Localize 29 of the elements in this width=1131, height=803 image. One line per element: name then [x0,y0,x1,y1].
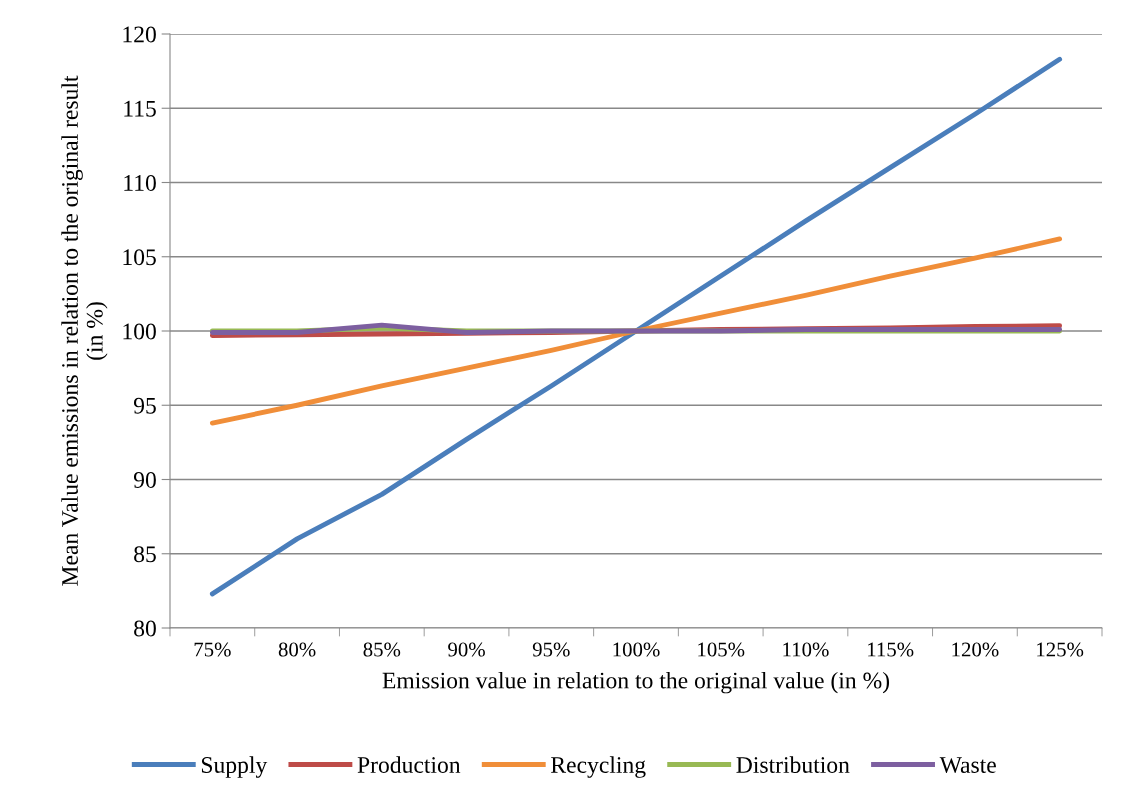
y-tick-label: 90 [133,471,156,488]
legend-label: Distribution [736,756,850,773]
y-tick-label: 110 [124,174,156,191]
y-tick-label: 105 [123,249,156,266]
line-series [209,56,1063,597]
x-tick-label: 105% [698,642,745,657]
y-tick-label: 85 [134,546,156,563]
x-tick-label: 125% [1037,642,1084,657]
x-tick-label: 80% [278,642,316,657]
legend-label: Supply [201,756,268,778]
legend-label: Recycling [551,756,646,778]
y-tick-label: 95 [133,397,156,414]
x-tick-label: 110% [783,642,829,657]
y-axis-title: Mean Value emissions in relation to the original result (in %) [61,75,108,586]
x-tick-label: 95% [532,642,570,657]
x-tick-label: 85% [363,642,401,657]
legend-label: Production [357,756,461,773]
x-tick-label: 120% [952,642,999,657]
x-tick-label: 115% [868,642,914,657]
x-tick-label: 75% [194,642,231,657]
line-series [209,236,1063,426]
y-tick-label: 115 [124,100,156,117]
y-tick-label: 80 [134,620,156,637]
y-tick-label: 100 [123,323,156,340]
legend-label: Waste [939,757,996,774]
y-tick-label: 120 [123,26,156,43]
x-axis-title: Emission value in relation to the original value (in %) [382,671,890,694]
x-tick-label: 100% [613,642,660,657]
x-tick-label: 90% [448,642,485,657]
